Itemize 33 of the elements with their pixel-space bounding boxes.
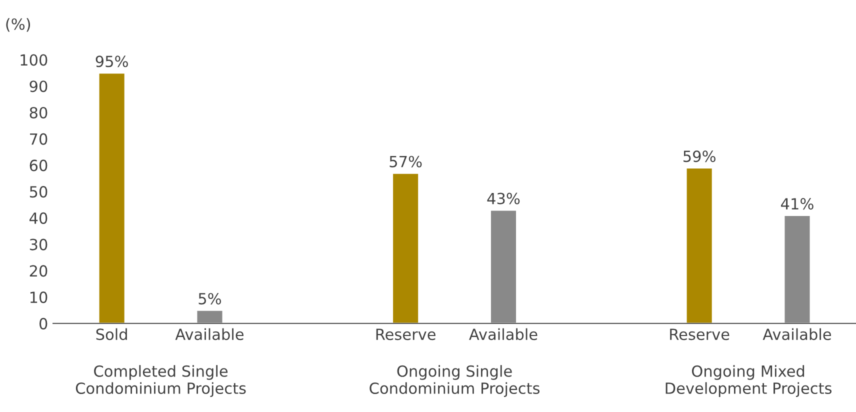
y-tick-label: 0 (40, 318, 48, 330)
data-label: 95% (96, 56, 128, 68)
y-tick-label: 40 (30, 212, 48, 224)
y-tick-label: 70 (30, 133, 48, 145)
y-tick-label: 20 (30, 265, 48, 277)
x-tick-label: Available (175, 328, 244, 340)
data-label: 59% (684, 150, 716, 162)
bar (490, 209, 518, 324)
bar (685, 167, 714, 324)
bar (98, 72, 126, 324)
x-tick-label: Available (469, 328, 538, 340)
y-tick-label: 50 (30, 186, 48, 198)
x-tick-label: Reserve (670, 328, 730, 340)
y-tick-label: 100 (20, 54, 48, 66)
x-tick-label: Reserve (376, 328, 436, 340)
y-axis-title: (%) (6, 18, 30, 32)
y-tick-label: 80 (30, 106, 48, 118)
y-tick-label: 90 (30, 80, 48, 92)
bar (392, 172, 420, 324)
bar (783, 214, 812, 324)
x-tick-label: Sold (96, 328, 127, 340)
y-tick-label: 30 (30, 238, 48, 250)
text: Ongoing Single Condominium Projects (370, 365, 540, 397)
text: Ongoing Mixed Development Projects (666, 365, 832, 397)
y-tick-label: 60 (30, 160, 48, 172)
data-label: 41% (781, 198, 814, 210)
x-tick-label: Available (762, 328, 832, 340)
text: Completed Single Condominium Projects (76, 365, 246, 397)
y-tick-label: 10 (30, 292, 48, 304)
data-label: 5% (198, 292, 222, 304)
bar (196, 310, 224, 324)
data-label: 57% (390, 156, 422, 168)
data-label: 43% (487, 192, 520, 204)
